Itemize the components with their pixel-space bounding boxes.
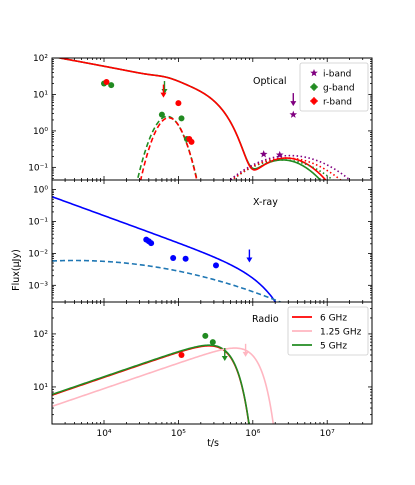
x-tick-label: 10⁴	[96, 429, 111, 439]
data-point	[148, 240, 155, 247]
y-tick-label: 10⁻¹	[28, 163, 48, 173]
model-lines	[52, 344, 275, 424]
data-point	[188, 138, 195, 145]
y-tick-label: 10²	[33, 330, 48, 340]
legend-label: i-band	[323, 70, 351, 80]
data-point	[103, 78, 110, 85]
x-tick-label: 10⁷	[320, 429, 335, 439]
data-point	[158, 111, 165, 118]
data-point	[289, 110, 298, 118]
data-series	[178, 332, 249, 362]
legend-label: 1.25 GHz	[320, 328, 362, 338]
model-line	[52, 345, 250, 424]
legend-box	[299, 62, 369, 112]
legend-marker	[311, 84, 317, 90]
data-series	[143, 236, 253, 269]
model-line	[52, 259, 283, 302]
panels: 10²10¹10⁰10⁻¹Opticali-bandg-bandr-band10…	[28, 54, 373, 439]
y-tick-label: 10⁰	[33, 186, 48, 196]
panel-2: 10² 10¹ Radio 6 GHz 1.25 GHz 5 GHz	[33, 301, 373, 425]
model-line	[230, 157, 342, 180]
panel-title: X-ray	[253, 197, 278, 208]
x-tick-label: 10⁶	[245, 429, 260, 439]
x-tick-labels: 10⁴ 10⁵ 10⁶ 10⁷	[96, 429, 335, 439]
legend: 6 GHz 1.25 GHz 5 GHz	[287, 306, 369, 356]
panel-title: Radio	[252, 314, 279, 325]
legend-label: g-band	[323, 84, 355, 94]
data-point	[212, 262, 219, 269]
model-line	[52, 344, 250, 424]
legend-label: r-band	[323, 98, 352, 108]
legend: i-band g-band r-band	[299, 62, 369, 112]
panel-title: Optical	[253, 76, 287, 87]
data-series	[101, 78, 298, 159]
y-tick-label: 10⁻²	[28, 249, 48, 259]
y-tick-label: 10⁰	[33, 127, 48, 137]
data-point	[108, 82, 115, 89]
legend-label: 5 GHz	[320, 342, 347, 352]
legend-label: 6 GHz	[320, 314, 347, 324]
panel-frame	[51, 301, 373, 425]
model-line	[228, 154, 352, 180]
data-point	[275, 150, 284, 159]
legend-box	[287, 306, 369, 356]
panel-frame	[51, 179, 373, 303]
upper-limit-arrow-head	[221, 356, 228, 362]
model-lines	[52, 195, 283, 302]
ticks	[51, 179, 373, 303]
upper-limit-arrow-head	[290, 101, 297, 107]
upper-limit-arrow-head	[242, 351, 249, 357]
upper-limit-arrow-head	[160, 92, 167, 98]
upper-limit-arrow-head	[246, 257, 253, 263]
data-point	[209, 339, 216, 346]
data-point	[202, 332, 209, 339]
panel-1: 10⁰ 10⁻¹ 10⁻² 10⁻³ X-ray	[28, 179, 373, 303]
model-line	[52, 347, 275, 424]
data-point	[178, 115, 185, 122]
y-tick-label: 10⁻¹	[28, 218, 48, 228]
panel-0: 10² 10¹ 10⁰ 10⁻¹ Optical i-band g-band r-band	[28, 54, 373, 181]
data-point	[259, 150, 268, 158]
data-point	[170, 254, 177, 261]
data-point	[175, 100, 182, 107]
y-axis-label: Flux(μJy)	[11, 249, 22, 291]
x-tick-label: 10⁵	[171, 429, 186, 439]
legend-marker	[311, 98, 317, 104]
y-tick-label: 10¹	[33, 383, 48, 393]
model-lines	[55, 58, 352, 180]
data-point	[178, 352, 185, 359]
model-line	[55, 58, 327, 180]
y-tick-label: 10¹	[33, 90, 48, 100]
model-line	[52, 195, 277, 302]
data-point	[182, 255, 189, 262]
x-axis-label: t/s	[207, 438, 219, 449]
y-tick-label: 10²	[33, 54, 48, 64]
legend-marker	[310, 69, 318, 77]
y-tick-label: 10⁻³	[28, 281, 48, 291]
